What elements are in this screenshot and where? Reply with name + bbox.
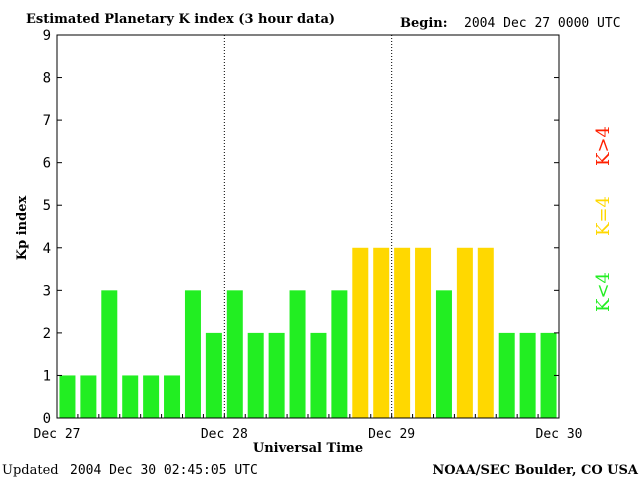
kp-bar: [164, 375, 181, 418]
updated-label: Updated: [2, 463, 59, 478]
legend-k-equal: K=4: [593, 196, 614, 236]
y-tick-label: 7: [43, 113, 51, 129]
plot-area: 0 1 2 3 4 5 6 7 8 9 Dec 27 Dec 28 Dec 29 Dec 30: [34, 28, 583, 442]
kp-bar: [331, 290, 348, 418]
y-tick-label: 8: [43, 71, 51, 87]
kp-bar: [247, 332, 264, 418]
kp-bar: [205, 332, 222, 418]
x-tick-label: Dec 29: [368, 427, 415, 442]
kp-bar: [394, 247, 411, 418]
y-tick-label: 3: [43, 283, 51, 299]
y-tick-label: 4: [43, 241, 51, 257]
chart-title: Estimated Planetary K index (3 hour data…: [26, 12, 335, 27]
legend-k-below: K<4: [593, 272, 614, 312]
y-tick-label: 6: [43, 156, 51, 172]
y-tick-label: 2: [43, 326, 51, 342]
x-tick-label: Dec 28: [201, 427, 248, 442]
kp-bar: [435, 290, 452, 418]
kp-bar: [226, 290, 243, 418]
kp-bar: [59, 375, 76, 418]
y-tick-label: 9: [43, 28, 51, 44]
kp-bar: [477, 247, 494, 418]
kp-bar: [184, 290, 201, 418]
kp-bar: [310, 332, 327, 418]
y-tick-label: 1: [43, 368, 51, 384]
x-tick-label: Dec 30: [536, 427, 583, 442]
kp-bar: [289, 290, 306, 418]
x-axis-label: Universal Time: [253, 441, 363, 456]
x-tick-label: Dec 27: [34, 427, 81, 442]
kp-bar: [540, 332, 557, 418]
kp-bar: [519, 332, 536, 418]
kp-bar: [122, 375, 139, 418]
kp-bar: [498, 332, 515, 418]
kp-bar: [101, 290, 118, 418]
y-tick-label: 5: [43, 198, 51, 214]
begin-label: Begin:: [400, 16, 448, 31]
kp-bar: [352, 247, 369, 418]
y-axis-label: Kp index: [15, 196, 30, 261]
updated-value: 2004 Dec 30 02:45:05 UTC: [70, 463, 258, 478]
kp-bar: [143, 375, 160, 418]
kp-bar: [268, 332, 285, 418]
kp-bar: [415, 247, 432, 418]
kp-bar: [80, 375, 97, 418]
begin-value: 2004 Dec 27 0000 UTC: [464, 16, 621, 31]
source-credit: NOAA/SEC Boulder, CO USA: [432, 463, 639, 478]
kp-bar: [456, 247, 473, 418]
y-tick-label: 0: [43, 411, 51, 427]
kp-bar: [373, 247, 390, 418]
legend-k-above: K>4: [593, 126, 614, 166]
